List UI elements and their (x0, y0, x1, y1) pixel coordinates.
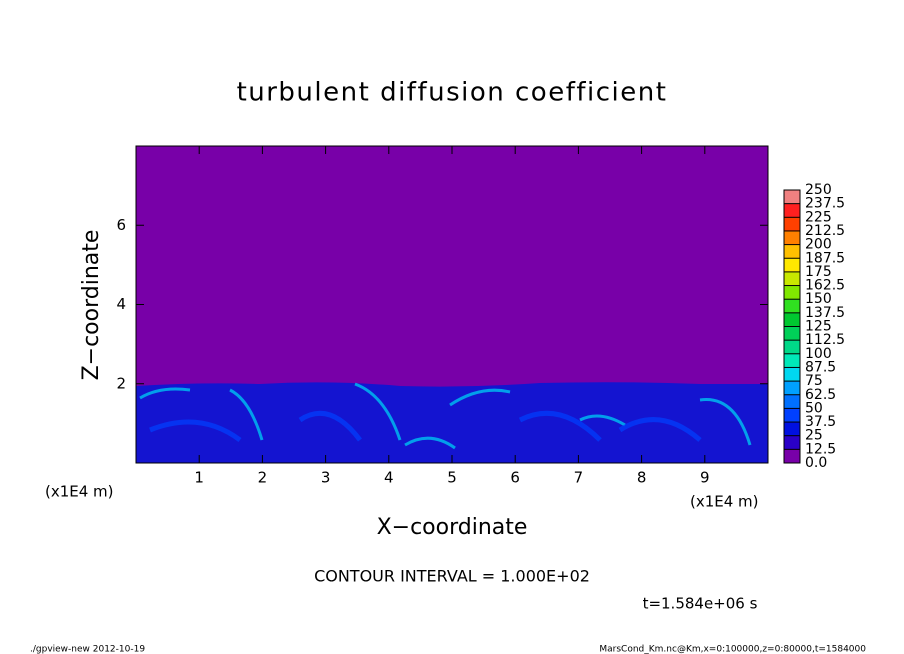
colorbar-swatch (784, 408, 800, 423)
x-tick-label: 7 (574, 469, 584, 487)
colorbar-swatch (784, 449, 800, 463)
colorbar-tick-label: 187.5 (805, 250, 845, 266)
colorbar-tick-label: 225 (805, 209, 832, 225)
x-tick-label: 6 (510, 469, 520, 487)
x-tick-label: 3 (321, 469, 331, 487)
contour-interval: CONTOUR INTERVAL = 1.000E+02 (314, 567, 590, 586)
colorbar-swatch (784, 353, 800, 368)
colorbar-tick-label: 62.5 (805, 387, 836, 403)
x-tick-label: 4 (384, 469, 394, 487)
colorbar-swatch (784, 435, 800, 450)
footer-left: ./gpview-new 2012-10-19 (30, 645, 145, 654)
x-tick-label: 9 (700, 469, 710, 487)
footer-right: MarsCond_Km.nc@Km,x=0:100000,z=0:80000,t… (599, 645, 866, 654)
chart-title: turbulent diffusion coefficient (237, 78, 668, 108)
colorbar-swatch (784, 381, 800, 395)
colorbar-tick-label: 175 (805, 264, 832, 280)
colorbar-tick-label: 212.5 (805, 223, 845, 239)
colorbar-tick-label: 237.5 (805, 196, 845, 212)
y-tick-label: 2 (116, 374, 126, 392)
colorbar-swatch (784, 299, 800, 313)
field (136, 146, 768, 463)
time-label: t=1.584e+06 s (643, 595, 758, 613)
y-axis-label: Z−coordinate (79, 230, 104, 381)
colorbar-swatch (784, 230, 800, 245)
x-tick-label: 8 (637, 469, 647, 487)
y-tick-label: 6 (116, 216, 126, 234)
colorbar-tick-label: 87.5 (805, 359, 836, 375)
colorbar-swatch (784, 285, 800, 300)
colorbar-tick-label: 250 (805, 182, 832, 198)
colorbar-tick-label: 162.5 (805, 278, 845, 294)
colorbar-swatch (784, 258, 800, 272)
colorbar-swatch (784, 190, 800, 204)
colorbar-swatch (784, 326, 800, 341)
colorbar-tick-label: 150 (805, 291, 832, 307)
x-tick-label: 2 (258, 469, 268, 487)
colorbar-tick-label: 137.5 (805, 305, 845, 321)
colorbar-tick-label: 200 (805, 237, 832, 253)
colorbar-swatch (784, 217, 800, 231)
field-layer (136, 382, 768, 463)
field-swirls (139, 382, 752, 450)
colorbar-swatch (784, 367, 800, 382)
colorbar-tick-label: 25 (805, 428, 823, 444)
colorbar-tick-label: 0.0 (805, 455, 827, 471)
colorbar-swatch (784, 271, 800, 286)
x-unit-label: (x1E4 m) (45, 483, 114, 501)
x-tick-label: 1 (194, 469, 204, 487)
x-tick-label: 5 (447, 469, 457, 487)
x-unit-label: (x1E4 m) (690, 493, 759, 511)
colorbar-tick-label: 12.5 (805, 441, 836, 457)
colorbar-tick-label: 112.5 (805, 332, 845, 348)
colorbar-swatch (784, 203, 800, 218)
colorbar-tick-label: 100 (805, 346, 832, 362)
colorbar-tick-label: 37.5 (805, 414, 836, 430)
colorbar-swatch (784, 340, 800, 354)
colorbar-swatch (784, 244, 800, 259)
field-eddies (149, 410, 702, 443)
y-tick-label: 4 (116, 295, 126, 313)
colorbar-tick-label: 75 (805, 373, 823, 389)
colorbar-tick-label: 50 (805, 400, 823, 416)
colorbar-swatch (784, 394, 800, 409)
x-axis-label: X−coordinate (377, 515, 528, 540)
colorbar-tick-label: 125 (805, 319, 832, 335)
colorbar-swatch (784, 422, 800, 436)
colorbar-swatch (784, 312, 800, 327)
